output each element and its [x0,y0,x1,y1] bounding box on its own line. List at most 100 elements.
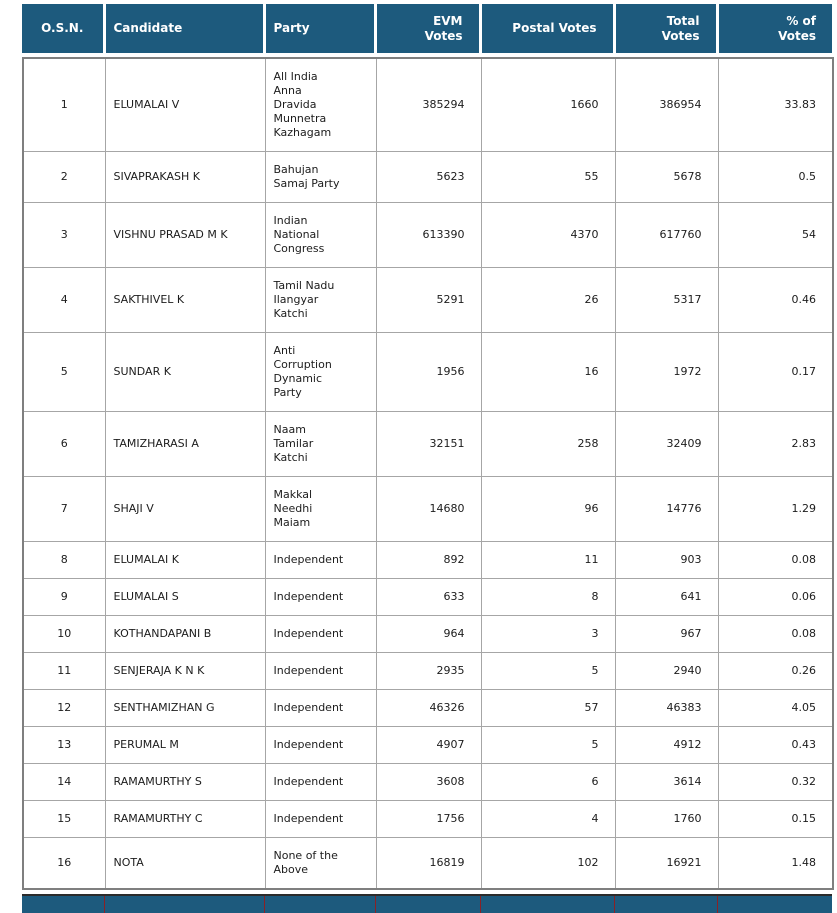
cell-postal-votes: 4370 [480,202,616,268]
cell-candidate: ELUMALAI K [104,541,266,579]
cell-candidate: RAMAMURTHY C [104,800,266,838]
cell-party: Independent [264,800,377,838]
cell-total-votes: 903 [614,541,719,579]
cell-postal-votes: 102 [480,837,616,890]
cell-postal-votes: 57 [480,689,616,727]
cell-candidate: RAMAMURTHY S [104,763,266,801]
cell-osn: 3 [22,202,106,268]
cell-total-votes: 3614 [614,763,719,801]
cell-osn: 5 [22,332,106,412]
cell-party: Bahujan Samaj Party [264,151,377,203]
cell-pct-votes: 1.48 [717,837,834,890]
cell-candidate: SAKTHIVEL K [104,267,266,333]
table-row: 13 PERUMAL M Independent 4907 5 4912 0.4… [22,726,834,764]
table-row: 3 VISHNU PRASAD M K Indian National Cong… [22,202,834,268]
footer-cell-party [263,894,375,913]
cell-evm-votes: 4907 [375,726,482,764]
cell-party: Independent [264,541,377,579]
cell-party: Indian National Congress [264,202,377,268]
cell-postal-votes: 5 [480,726,616,764]
footer-cell-postal-votes [479,894,614,913]
cell-party: Tamil Nadu Ilangyar Katchi [264,267,377,333]
cell-evm-votes: 46326 [375,689,482,727]
cell-party: Makkal Needhi Maiam [264,476,377,542]
cell-postal-votes: 8 [480,578,616,616]
footer-cell-pct-votes [716,894,832,913]
cell-candidate: SENTHAMIZHAN G [104,689,266,727]
header-pct-votes: % of Votes [717,4,832,53]
cell-postal-votes: 4 [480,800,616,838]
results-table-header: O.S.N. Candidate Party EVM Votes Postal … [22,4,832,53]
cell-pct-votes: 1.29 [717,476,834,542]
cell-total-votes: 2940 [614,652,719,690]
header-row: O.S.N. Candidate Party EVM Votes Postal … [22,4,832,53]
cell-total-votes: 5678 [614,151,719,203]
header-candidate: Candidate [104,4,266,53]
cell-pct-votes: 54 [717,202,834,268]
cell-postal-votes: 6 [480,763,616,801]
cell-pct-votes: 2.83 [717,411,834,477]
cell-evm-votes: 633 [375,578,482,616]
table-row: 15 RAMAMURTHY C Independent 1756 4 1760 … [22,800,834,838]
cell-osn: 4 [22,267,106,333]
cell-candidate: VISHNU PRASAD M K [104,202,266,268]
results-table-body: 1 ELUMALAI V All India Anna Dravida Munn… [22,57,834,890]
cell-party: Independent [264,615,377,653]
cell-candidate: ELUMALAI S [104,578,266,616]
cell-pct-votes: 0.46 [717,267,834,333]
cell-party: Independent [264,689,377,727]
header-total-votes: Total Votes [614,4,719,53]
header-evm-votes: EVM Votes [375,4,482,53]
cell-candidate: NOTA [104,837,266,890]
cell-party: None of the Above [264,837,377,890]
cell-pct-votes: 33.83 [717,57,834,152]
cell-total-votes: 32409 [614,411,719,477]
cell-candidate: TAMIZHARASI A [104,411,266,477]
cell-candidate: SHAJI V [104,476,266,542]
cell-osn: 7 [22,476,106,542]
header-osn: O.S.N. [22,4,106,53]
cell-pct-votes: 0.26 [717,652,834,690]
table-row: 12 SENTHAMIZHAN G Independent 46326 57 4… [22,689,834,727]
table-row: 10 KOTHANDAPANI B Independent 964 3 967 … [22,615,834,653]
cell-party: Independent [264,726,377,764]
cell-total-votes: 14776 [614,476,719,542]
cell-pct-votes: 4.05 [717,689,834,727]
cell-osn: 12 [22,689,106,727]
footer-cell-candidate [103,894,264,913]
cell-total-votes: 16921 [614,837,719,890]
cell-evm-votes: 1756 [375,800,482,838]
cell-party: Independent [264,652,377,690]
cell-total-votes: 641 [614,578,719,616]
cell-pct-votes: 0.5 [717,151,834,203]
cell-postal-votes: 3 [480,615,616,653]
cell-evm-votes: 16819 [375,837,482,890]
cell-total-votes: 967 [614,615,719,653]
cell-osn: 15 [22,800,106,838]
cell-total-votes: 386954 [614,57,719,152]
table-row: 4 SAKTHIVEL K Tamil Nadu Ilangyar Katchi… [22,267,834,333]
cell-total-votes: 4912 [614,726,719,764]
table-row: 6 TAMIZHARASI A Naam Tamilar Katchi 3215… [22,411,834,477]
cell-osn: 2 [22,151,106,203]
table-row: 14 RAMAMURTHY S Independent 3608 6 3614 … [22,763,834,801]
cell-evm-votes: 5291 [375,267,482,333]
cell-total-votes: 1760 [614,800,719,838]
cell-total-votes: 46383 [614,689,719,727]
cell-postal-votes: 16 [480,332,616,412]
cell-osn: 11 [22,652,106,690]
cell-candidate: PERUMAL M [104,726,266,764]
cell-postal-votes: 258 [480,411,616,477]
table-row: 16 NOTA None of the Above 16819 102 1692… [22,837,834,890]
cell-osn: 13 [22,726,106,764]
cell-pct-votes: 0.06 [717,578,834,616]
cell-evm-votes: 964 [375,615,482,653]
cell-postal-votes: 11 [480,541,616,579]
table-row: 8 ELUMALAI K Independent 892 11 903 0.08 [22,541,834,579]
table-row: 5 SUNDAR K Anti Corruption Dynamic Party… [22,332,834,412]
cell-postal-votes: 55 [480,151,616,203]
cell-evm-votes: 892 [375,541,482,579]
table-row: 11 SENJERAJA K N K Independent 2935 5 29… [22,652,834,690]
footer-cell-total-votes [613,894,717,913]
